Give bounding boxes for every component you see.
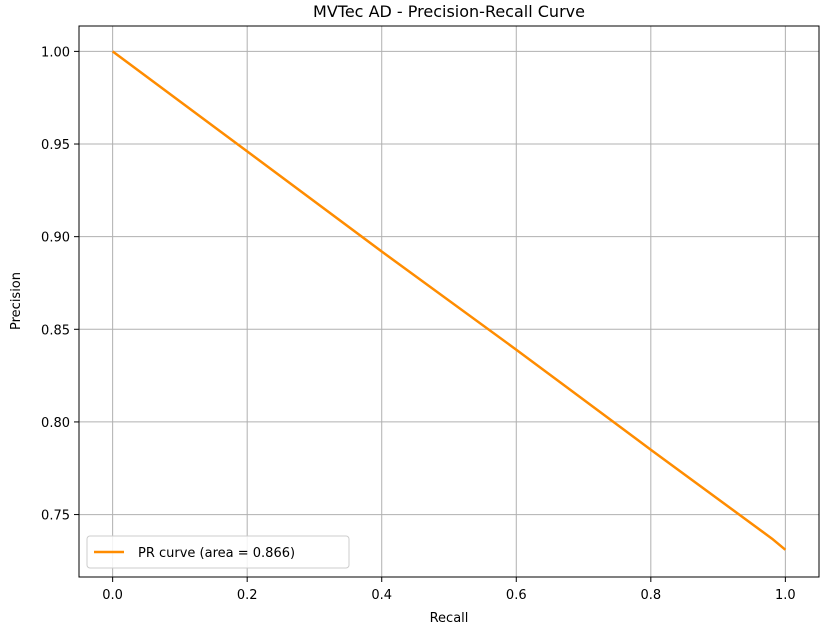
x-tick-label: 0.2: [237, 588, 258, 603]
y-tick-label: 0.90: [41, 231, 70, 246]
x-tick-label: 0.0: [102, 588, 123, 603]
y-tick-label: 1.00: [41, 45, 70, 60]
grid-lines: [79, 26, 819, 577]
legend: PR curve (area = 0.866): [86, 535, 350, 569]
pr-curve-line: [111, 50, 787, 551]
y-tick-label: 0.75: [41, 509, 70, 524]
plot-frame: [78, 25, 820, 578]
legend-label: PR curve (area = 0.866): [138, 546, 295, 561]
y-axis-ticks: 0.75 0.80 0.85 0.90 0.95 1.00: [41, 45, 79, 524]
x-axis-ticks: 0.0 0.2 0.4 0.6 0.8 1.0: [102, 577, 796, 603]
chart-title: MVTec AD - Precision-Recall Curve: [313, 2, 585, 21]
y-tick-label: 0.95: [41, 138, 70, 153]
x-tick-label: 1.0: [775, 588, 796, 603]
y-tick-label: 0.85: [41, 323, 70, 338]
legend-box: [86, 535, 350, 569]
x-tick-label: 0.4: [371, 588, 392, 603]
x-axis-label: Recall: [430, 611, 469, 626]
x-tick-label: 0.6: [506, 588, 527, 603]
x-tick-label: 0.8: [640, 588, 661, 603]
y-axis-label: Precision: [9, 272, 24, 330]
y-tick-label: 0.80: [41, 416, 70, 431]
